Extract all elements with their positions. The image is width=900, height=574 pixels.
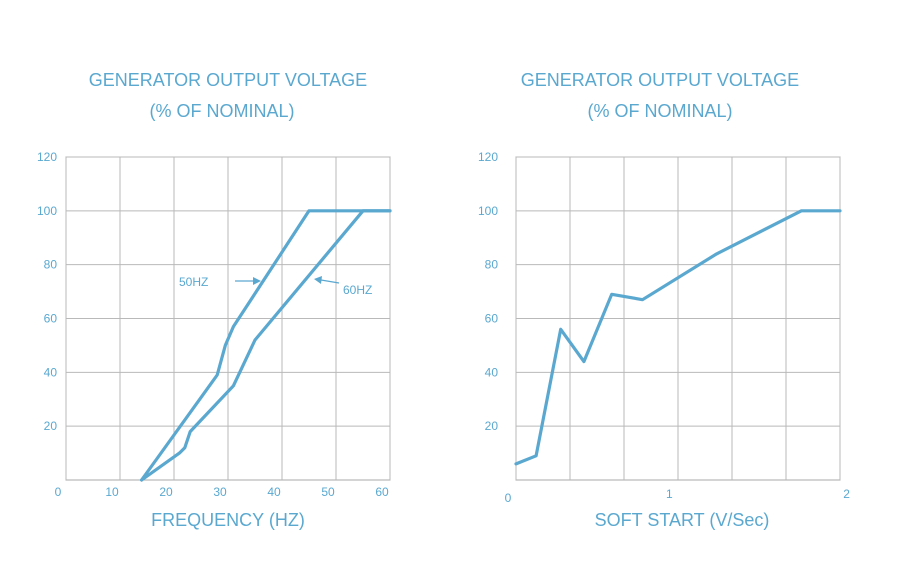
left-y-tick-label: 80 [44,258,58,272]
left-x-tick-label: 20 [159,485,173,499]
series-50hz-line [140,209,392,482]
soft-start-chart: GENERATOR OUTPUT VOLTAGE (% OF NOMINAL) … [478,70,850,530]
right-chart-title-line-2: (% OF NOMINAL) [587,101,732,121]
frequency-chart: GENERATOR OUTPUT VOLTAGE (% OF NOMINAL) … [37,70,392,530]
right-x-tick-label: 1 [666,487,673,501]
right-x-tick-label: 0 [505,491,512,505]
left-y-tick-label: 120 [37,150,57,164]
right-chart-y-ticks: 20 40 60 80 100 120 [478,150,498,433]
right-chart-x-axis-label: SOFT START (V/Sec) [595,510,770,530]
series-60hz-line [140,209,392,482]
left-chart-series [140,209,392,482]
annotation-50hz-arrowhead [253,277,261,285]
left-x-tick-label: 40 [267,485,281,499]
annotation-60hz-arrow [320,279,340,284]
right-y-tick-label: 40 [485,365,499,379]
right-chart-grid [515,156,841,481]
left-chart-title-line-2: (% OF NOMINAL) [149,101,294,121]
right-y-tick-label: 100 [478,204,498,218]
left-y-tick-label: 40 [44,365,58,379]
left-chart-title-line-1: GENERATOR OUTPUT VOLTAGE [89,70,367,90]
left-x-tick-label: 60 [375,485,389,499]
annotation-60hz: 60HZ [343,283,372,297]
annotation-60hz-arrowhead [314,276,322,284]
left-chart-y-ticks: 20 40 60 80 100 120 [37,150,57,433]
left-y-tick-label: 100 [37,204,57,218]
right-y-tick-label: 20 [485,419,499,433]
left-x-tick-label: 0 [55,485,62,499]
left-y-tick-label: 60 [44,312,58,326]
left-chart-x-axis-label: FREQUENCY (HZ) [151,510,305,530]
right-x-tick-label: 2 [843,487,850,501]
left-x-tick-label: 50 [321,485,335,499]
right-chart-series [514,209,842,466]
right-chart-x-ticks: 0 1 2 [505,487,851,505]
right-y-tick-label: 60 [485,312,499,326]
annotation-50hz: 50HZ [179,275,208,289]
left-x-tick-label: 10 [105,485,119,499]
left-chart-x-ticks: 0 10 20 30 40 50 60 [55,485,389,499]
right-y-tick-label: 80 [485,258,499,272]
right-y-tick-label: 120 [478,150,498,164]
left-chart-grid [65,156,391,481]
right-chart-title-line-1: GENERATOR OUTPUT VOLTAGE [521,70,799,90]
right-series-line-line [514,209,842,466]
left-x-tick-label: 30 [213,485,227,499]
left-y-tick-label: 20 [44,419,58,433]
